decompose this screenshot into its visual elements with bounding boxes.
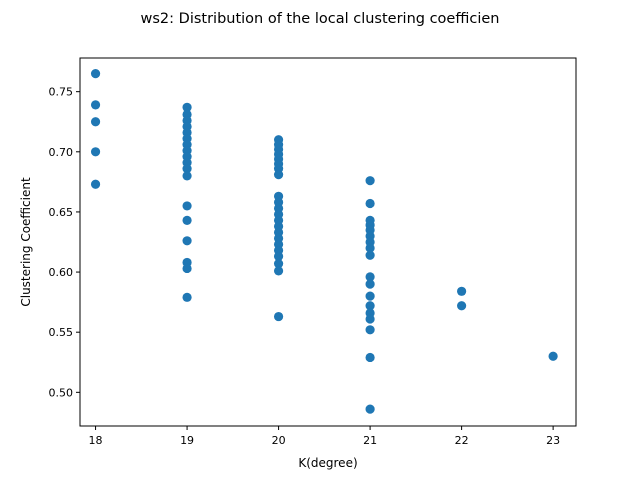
scatter-point bbox=[365, 272, 375, 282]
y-axis-label: Clustering Coefficient bbox=[19, 177, 33, 307]
plot-axes: 18 19 20 21 22 23 0.50 0.55 0.60 0.65 0.70 0.75 bbox=[49, 57, 577, 447]
points-layer bbox=[90, 69, 558, 414]
scatter-point bbox=[90, 100, 101, 110]
x-axis-label: K(degree) bbox=[298, 456, 357, 470]
scatter-point bbox=[182, 215, 192, 225]
y-tick-label: 0.60 bbox=[49, 266, 74, 279]
y-tick-label: 0.75 bbox=[49, 86, 74, 99]
scatter-point bbox=[548, 351, 558, 361]
scatter-point bbox=[90, 117, 101, 127]
scatter-point bbox=[457, 301, 467, 311]
scatter-point bbox=[273, 259, 284, 269]
scatter-point bbox=[365, 176, 375, 186]
scatter-point bbox=[273, 170, 284, 180]
x-tick-label: 18 bbox=[89, 434, 103, 447]
scatter-point bbox=[365, 250, 375, 260]
scatter-point bbox=[182, 263, 192, 274]
scatter-point bbox=[365, 301, 375, 311]
scatter-point bbox=[182, 164, 192, 174]
plot-frame bbox=[79, 57, 577, 427]
y-axis-ticks: 0.50 0.55 0.60 0.65 0.70 0.75 bbox=[49, 86, 80, 399]
scatter-point bbox=[457, 286, 467, 296]
y-tick-label: 0.55 bbox=[49, 326, 74, 339]
scatter-point bbox=[365, 352, 375, 363]
chart-title: ws2: Distribution of the local clusterin… bbox=[141, 11, 500, 27]
y-tick-label: 0.70 bbox=[49, 146, 74, 159]
x-tick-label: 22 bbox=[455, 434, 469, 447]
scatter-point bbox=[365, 404, 375, 414]
scatter-point bbox=[365, 314, 375, 324]
scatter-point bbox=[273, 251, 284, 262]
scatter-point bbox=[90, 179, 101, 189]
scatter-point bbox=[365, 291, 375, 301]
scatter-point bbox=[365, 325, 375, 335]
x-tick-label: 20 bbox=[272, 434, 286, 447]
scatter-point bbox=[90, 147, 101, 157]
scatter-point bbox=[365, 198, 375, 209]
x-tick-label: 21 bbox=[363, 434, 377, 447]
x-tick-label: 23 bbox=[546, 434, 560, 447]
scatter-point bbox=[365, 243, 375, 253]
scatter-point bbox=[90, 69, 101, 79]
scatter-point bbox=[182, 236, 192, 246]
x-tick-label: 19 bbox=[180, 434, 194, 447]
scatter-point bbox=[365, 279, 375, 289]
scatter-point bbox=[182, 201, 192, 211]
scatter-point bbox=[182, 171, 192, 181]
scatter-point bbox=[182, 292, 192, 302]
scatter-point bbox=[273, 311, 284, 322]
scatter-point bbox=[273, 266, 284, 276]
x-axis-ticks: 18 19 20 21 22 23 bbox=[89, 426, 560, 447]
y-tick-label: 0.65 bbox=[49, 206, 74, 219]
scatter-point bbox=[182, 102, 192, 112]
y-tick-label: 0.50 bbox=[49, 386, 74, 399]
